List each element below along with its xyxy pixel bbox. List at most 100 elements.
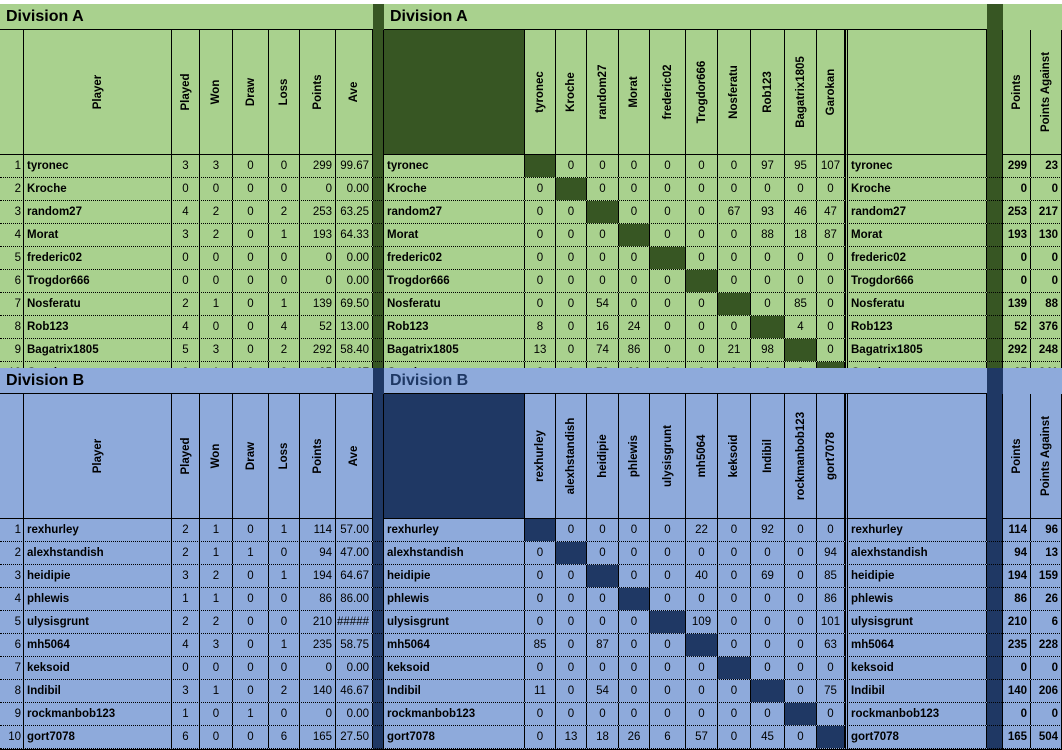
matrix-header-label: Morat xyxy=(628,76,640,108)
matrix-cell: 0 xyxy=(650,270,686,292)
stat-cell-loss: 1 xyxy=(269,293,300,315)
matrix-cell: 0 xyxy=(785,270,817,292)
matrix-diagonal-cell xyxy=(686,270,718,292)
table-row: 8 Rob123 4 0 0 4 52 13.00 Rob123 8 0 16 24 0 0 0 4 0 Rob12… xyxy=(0,316,1062,339)
stat-cell-played: 1 xyxy=(172,703,200,725)
table-row: 4 phlewis 1 1 0 0 86 86.00 phlewis 0 0 0 0 0 0 0 0 86 phle… xyxy=(0,588,1062,611)
matrix-cell: 0 xyxy=(718,519,751,541)
total-points-against: 0 xyxy=(1031,270,1062,292)
total-points: 210 xyxy=(1003,611,1031,633)
matrix-header-label: ulysisgrunt xyxy=(661,425,674,487)
stat-cell-draw: 1 xyxy=(233,542,269,564)
matrix-header-label: Indibil xyxy=(761,439,774,473)
stat-cell-played: 2 xyxy=(172,293,200,315)
header-points-total-label: Points xyxy=(1010,74,1023,110)
total-points: 194 xyxy=(1003,565,1031,587)
matrix-row-name: Morat xyxy=(384,224,525,246)
stat-cell-draw: 0 xyxy=(233,680,269,702)
totals-row-name: tyronec xyxy=(845,155,987,177)
header-ave: Ave xyxy=(336,30,373,155)
stat-cell-pts: 165 xyxy=(300,726,336,748)
matrix-diagonal-cell xyxy=(785,339,817,361)
matrix-cell: 0 xyxy=(751,247,785,269)
matrix-cell: 0 xyxy=(525,657,556,679)
header-points-total-label: Points xyxy=(1010,438,1023,474)
matrix-row-name: rexhurley xyxy=(384,519,525,541)
matrix-cell: 0 xyxy=(718,247,751,269)
stat-cell-idx: 5 xyxy=(0,611,24,633)
matrix-header-heidipie: heidipie xyxy=(587,394,619,519)
matrix-header-rob123: Rob123 xyxy=(751,30,785,155)
matrix-cell: 85 xyxy=(525,634,556,656)
stat-cell-won: 1 xyxy=(200,680,233,702)
stat-cell-draw: 0 xyxy=(233,634,269,656)
table-row: 6 mh5064 4 3 0 1 235 58.75 mh5064 85 0 87 0 0 0 0 0 63 mh5… xyxy=(0,634,1062,657)
stat-cell-pts: 194 xyxy=(300,565,336,587)
totals-row-name: gort7078 xyxy=(845,726,987,748)
total-points-against: 0 xyxy=(1031,657,1062,679)
totals-row-name: rockmanbob123 xyxy=(845,703,987,725)
total-points: 140 xyxy=(1003,680,1031,702)
matrix-cell: 0 xyxy=(525,270,556,292)
matrix-header-label: frederic02 xyxy=(661,64,674,120)
table-row: 4 Morat 3 2 0 1 193 64.33 Morat 0 0 0 0 0 0 88 18 87 Morat… xyxy=(0,224,1062,247)
matrix-header-label: gort7078 xyxy=(824,432,837,480)
stat-cell-name: Nosferatu xyxy=(24,293,172,315)
total-points-against: 248 xyxy=(1031,339,1062,361)
stat-cell-idx: 4 xyxy=(0,588,24,610)
matrix-row-name: Rob123 xyxy=(384,316,525,338)
matrix-cell: 54 xyxy=(587,680,619,702)
header-points-total: Points xyxy=(1003,30,1031,155)
matrix-cell: 0 xyxy=(686,316,718,338)
matrix-cell: 0 xyxy=(650,657,686,679)
header-won: Won xyxy=(200,30,233,155)
total-points-against: 159 xyxy=(1031,565,1062,587)
matrix-row-name: Nosferatu xyxy=(384,293,525,315)
matrix-cell: 0 xyxy=(718,270,751,292)
matrix-cell: 75 xyxy=(817,680,845,702)
matrix-cell: 0 xyxy=(785,588,817,610)
matrix-diagonal-cell xyxy=(751,316,785,338)
matrix-cell: 0 xyxy=(556,680,587,702)
table-row: 5 frederic02 0 0 0 0 0 0.00 frederic02 0 0 0 0 0 0 0 0 0 f… xyxy=(0,247,1062,270)
matrix-cell: 45 xyxy=(751,726,785,748)
stat-cell-draw: 0 xyxy=(233,270,269,292)
matrix-cell: 0 xyxy=(686,542,718,564)
matrix-cell: 0 xyxy=(650,178,686,200)
stat-cell-draw: 0 xyxy=(233,224,269,246)
table-row: 2 Kroche 0 0 0 0 0 0.00 Kroche 0 0 0 0 0 0 0 0 0 Kroche 0 0 xyxy=(0,178,1062,201)
matrix-cell: 18 xyxy=(587,726,619,748)
header-points: Points xyxy=(300,394,336,519)
matrix-cell: 0 xyxy=(686,657,718,679)
matrix-cell: 0 xyxy=(556,611,587,633)
stat-cell-won: 2 xyxy=(200,611,233,633)
matrix-row-name: Kroche xyxy=(384,178,525,200)
matrix-cell: 0 xyxy=(556,588,587,610)
stat-cell-idx: 7 xyxy=(0,293,24,315)
matrix-cell: 0 xyxy=(619,657,650,679)
totals-row-name: Morat xyxy=(845,224,987,246)
stat-cell-name: Morat xyxy=(24,224,172,246)
stat-cell-name: rockmanbob123 xyxy=(24,703,172,725)
matrix-cell: 4 xyxy=(785,316,817,338)
table-row: 8 Indibil 3 1 0 2 140 46.67 Indibil 11 0 54 0 0 0 0 0 75 I… xyxy=(0,680,1062,703)
total-points: 0 xyxy=(1003,270,1031,292)
total-points-against: 26 xyxy=(1031,588,1062,610)
matrix-row-name: rockmanbob123 xyxy=(384,703,525,725)
matrix-header-kroche: Kroche xyxy=(556,30,587,155)
total-points: 114 xyxy=(1003,519,1031,541)
stat-cell-ave: ##### xyxy=(336,611,373,633)
table-row: 1 rexhurley 2 1 0 1 114 57.00 rexhurley 0 0 0 0 22 0 92… xyxy=(0,519,1062,542)
stat-cell-won: 1 xyxy=(200,293,233,315)
stat-cell-won: 0 xyxy=(200,178,233,200)
matrix-cell: 0 xyxy=(686,247,718,269)
matrix-cell: 18 xyxy=(785,224,817,246)
stat-cell-ave: 47.00 xyxy=(336,542,373,564)
stat-cell-name: alexhstandish xyxy=(24,542,172,564)
stat-cell-played: 4 xyxy=(172,201,200,223)
totals-row-name: phlewis xyxy=(845,588,987,610)
stat-cell-loss: 1 xyxy=(269,565,300,587)
division-title-right: Division A xyxy=(384,4,987,30)
stat-cell-idx: 1 xyxy=(0,519,24,541)
matrix-cell: 95 xyxy=(785,155,817,177)
